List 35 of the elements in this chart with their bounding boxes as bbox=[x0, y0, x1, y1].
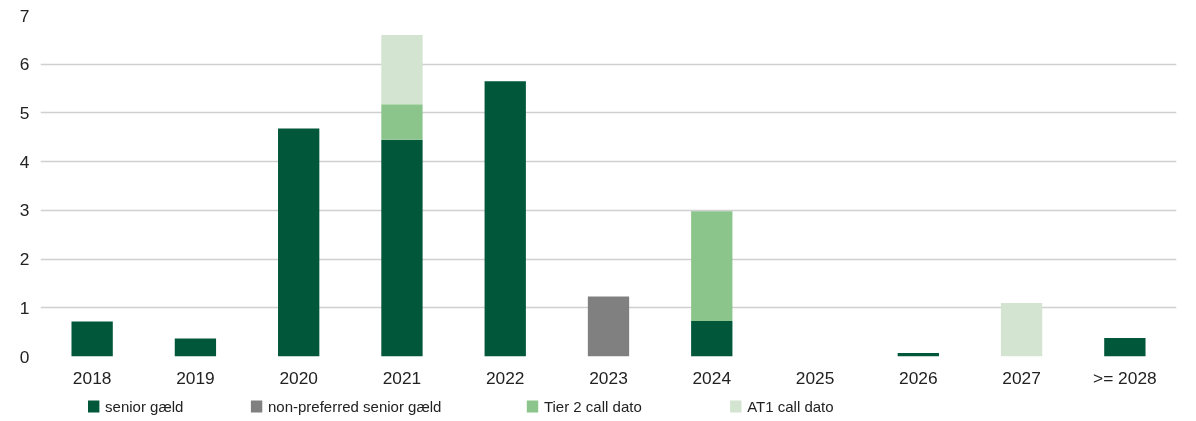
x-tick-label: 2027 bbox=[1002, 367, 1041, 388]
x-tick-label: 2020 bbox=[279, 367, 318, 388]
bar bbox=[71, 321, 113, 357]
x-tick-label: 2021 bbox=[382, 367, 422, 388]
legend-label: Tier 2 call dato bbox=[543, 398, 642, 415]
y-tick-label: 3 bbox=[19, 200, 30, 221]
x-tick-label: 2025 bbox=[795, 367, 835, 388]
x-tick-label: 2019 bbox=[176, 367, 215, 388]
bar bbox=[381, 34, 423, 105]
x-tick-label: 2018 bbox=[72, 367, 112, 388]
legend-label: AT1 call dato bbox=[747, 398, 834, 415]
bar bbox=[381, 104, 423, 140]
y-tick-label: 0 bbox=[19, 346, 30, 367]
bar bbox=[587, 296, 630, 357]
bar bbox=[691, 211, 733, 321]
bar bbox=[1104, 337, 1146, 357]
legend-label: senior gæld bbox=[105, 398, 184, 415]
y-tick-label: 2 bbox=[19, 249, 30, 270]
x-tick-label: 2026 bbox=[899, 367, 938, 388]
y-tick-label: 4 bbox=[19, 151, 30, 172]
x-tick-label: 2022 bbox=[485, 367, 525, 388]
y-tick-label: 7 bbox=[19, 5, 30, 26]
y-tick-label: 5 bbox=[19, 102, 30, 123]
bar bbox=[278, 128, 320, 357]
legend-label: non-preferred senior gæld bbox=[267, 398, 442, 415]
bar bbox=[1000, 302, 1043, 357]
bar bbox=[381, 139, 423, 357]
bar bbox=[484, 81, 526, 357]
bar bbox=[174, 338, 217, 357]
y-tick-label: 1 bbox=[19, 297, 30, 318]
x-tick-label: 2023 bbox=[589, 367, 628, 388]
x-tick-label: >= 2028 bbox=[1093, 367, 1157, 388]
x-tick-label: 2024 bbox=[692, 367, 732, 388]
y-tick-label: 6 bbox=[19, 54, 30, 75]
bar bbox=[691, 320, 733, 357]
